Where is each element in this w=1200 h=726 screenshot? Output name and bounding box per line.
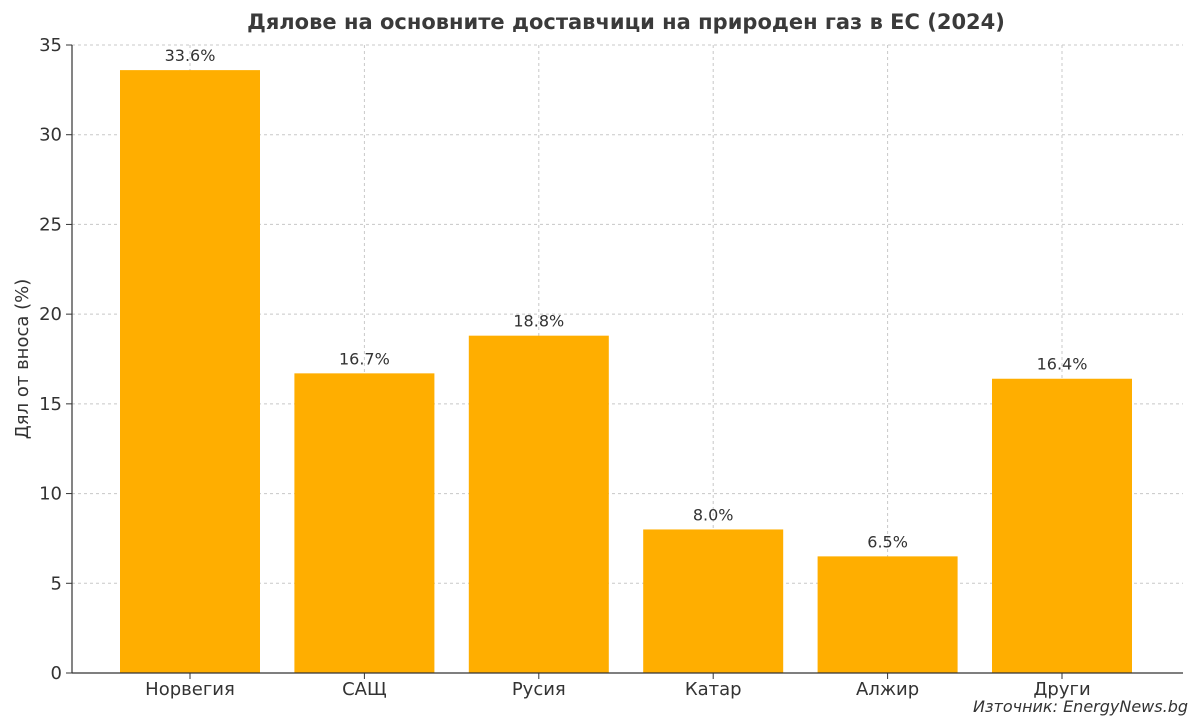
- data-label-3: 8.0%: [693, 505, 734, 524]
- bars: [120, 70, 1132, 674]
- data-label-5: 16.4%: [1037, 355, 1088, 374]
- bar-1: [294, 373, 435, 673]
- bar-2: [468, 335, 609, 673]
- x-tick-label-3: Катар: [685, 679, 742, 700]
- y-tick-label-5: 25: [39, 214, 62, 235]
- source-note: Източник: EnergyNews.bg: [973, 697, 1188, 716]
- data-labels: 33.6% 16.7% 18.8% 8.0% 6.5% 16.4%: [165, 46, 1088, 551]
- x-tick-label-4: Алжир: [856, 679, 919, 700]
- bar-4: [817, 556, 958, 673]
- y-tick-label-6: 30: [39, 125, 62, 146]
- chart-title: Дялове на основните доставчици на природ…: [247, 10, 1005, 34]
- bar-5: [992, 378, 1132, 673]
- x-tick-label-2: Русия: [512, 679, 566, 700]
- data-label-4: 6.5%: [867, 532, 908, 551]
- x-tick-label-1: САЩ: [342, 679, 387, 700]
- y-axis-title: Дял от вноса (%): [12, 279, 33, 440]
- y-tick-label-3: 15: [39, 394, 62, 415]
- data-label-2: 18.8%: [513, 312, 564, 331]
- y-tick-label-0: 0: [51, 663, 62, 684]
- x-tick-labels: Норвегия САЩ Русия Катар Алжир Други: [145, 679, 1090, 700]
- y-tick-label-7: 35: [39, 35, 62, 56]
- x-tick-label-0: Норвегия: [145, 679, 235, 700]
- y-tick-labels: 0 5 10 15 20 25 30 35: [39, 35, 62, 684]
- axes: [66, 44, 1183, 679]
- y-tick-label-2: 10: [39, 484, 62, 505]
- x-tick-label-5: Други: [1033, 679, 1090, 700]
- data-label-1: 16.7%: [339, 349, 390, 368]
- bar-0: [120, 70, 260, 674]
- y-tick-label-4: 20: [39, 304, 62, 325]
- y-tick-label-1: 5: [51, 573, 62, 594]
- data-label-0: 33.6%: [165, 46, 216, 65]
- bar-3: [643, 529, 784, 673]
